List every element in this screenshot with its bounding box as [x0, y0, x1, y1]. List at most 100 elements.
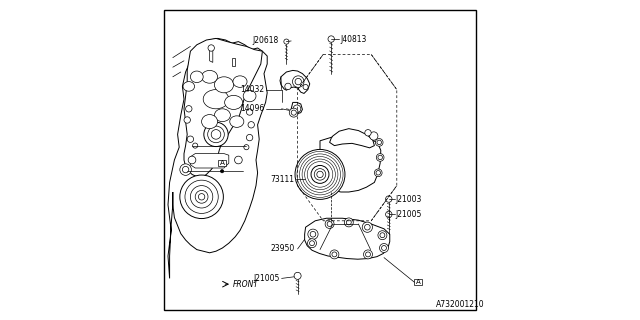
Polygon shape — [232, 58, 235, 66]
Circle shape — [325, 220, 334, 228]
Text: J40813: J40813 — [340, 35, 367, 44]
Circle shape — [378, 231, 387, 240]
Text: A732001210: A732001210 — [436, 300, 484, 309]
Ellipse shape — [225, 95, 243, 109]
Text: J21005: J21005 — [253, 274, 280, 283]
Circle shape — [220, 170, 224, 173]
Circle shape — [207, 126, 225, 143]
Text: 14032: 14032 — [240, 85, 264, 94]
Circle shape — [246, 134, 253, 141]
Circle shape — [208, 45, 214, 51]
Circle shape — [291, 110, 296, 115]
Circle shape — [346, 220, 351, 225]
Circle shape — [303, 84, 308, 90]
Circle shape — [182, 166, 189, 173]
Circle shape — [191, 186, 212, 208]
Circle shape — [293, 105, 301, 113]
Text: J20618: J20618 — [252, 36, 278, 45]
Circle shape — [308, 229, 318, 239]
Circle shape — [365, 252, 371, 257]
Text: A: A — [220, 160, 225, 166]
Circle shape — [185, 180, 218, 213]
Circle shape — [180, 164, 191, 175]
Circle shape — [365, 130, 371, 136]
Circle shape — [248, 122, 254, 128]
Bar — [415, 279, 422, 285]
Ellipse shape — [202, 70, 218, 83]
Ellipse shape — [230, 116, 244, 127]
Text: 23950: 23950 — [270, 244, 294, 253]
Circle shape — [285, 83, 291, 90]
Circle shape — [328, 36, 335, 42]
Circle shape — [380, 244, 388, 252]
Circle shape — [310, 231, 316, 237]
Polygon shape — [305, 218, 390, 259]
Polygon shape — [184, 38, 262, 178]
Circle shape — [314, 169, 326, 180]
Circle shape — [235, 156, 243, 164]
Circle shape — [330, 250, 339, 259]
Circle shape — [195, 190, 208, 203]
Polygon shape — [291, 102, 302, 114]
Text: J21005: J21005 — [396, 210, 422, 219]
Circle shape — [377, 140, 381, 145]
Ellipse shape — [183, 82, 195, 91]
Circle shape — [311, 165, 329, 183]
Ellipse shape — [191, 71, 204, 83]
Text: 14096: 14096 — [240, 104, 264, 113]
Circle shape — [184, 117, 191, 123]
Circle shape — [307, 162, 333, 187]
Circle shape — [381, 245, 387, 251]
Circle shape — [362, 222, 372, 232]
Circle shape — [305, 159, 335, 190]
Circle shape — [302, 156, 338, 192]
Circle shape — [376, 154, 384, 161]
Circle shape — [376, 139, 383, 146]
Circle shape — [198, 194, 205, 200]
Polygon shape — [191, 154, 229, 168]
Text: 73111: 73111 — [270, 175, 294, 184]
Ellipse shape — [214, 109, 230, 122]
Circle shape — [378, 155, 383, 160]
Polygon shape — [280, 70, 310, 93]
Circle shape — [385, 211, 392, 218]
Circle shape — [246, 109, 253, 115]
Circle shape — [307, 239, 317, 248]
Polygon shape — [330, 129, 374, 148]
Circle shape — [300, 154, 340, 195]
Circle shape — [327, 221, 332, 227]
Circle shape — [344, 218, 353, 227]
Ellipse shape — [204, 90, 229, 109]
Circle shape — [317, 171, 323, 178]
Circle shape — [211, 130, 221, 139]
Ellipse shape — [233, 76, 247, 87]
Circle shape — [332, 252, 337, 257]
Circle shape — [284, 39, 289, 44]
Polygon shape — [210, 50, 212, 62]
Circle shape — [374, 169, 382, 177]
Circle shape — [294, 272, 301, 279]
Text: FRONT: FRONT — [233, 280, 259, 289]
Circle shape — [376, 171, 380, 175]
Circle shape — [297, 151, 343, 197]
Circle shape — [193, 143, 198, 148]
Circle shape — [385, 196, 392, 202]
Circle shape — [380, 233, 385, 238]
Polygon shape — [168, 38, 268, 278]
Ellipse shape — [214, 77, 234, 93]
Ellipse shape — [202, 115, 218, 129]
Text: A: A — [416, 279, 420, 285]
Ellipse shape — [243, 90, 256, 102]
Bar — [218, 160, 226, 166]
Text: J21003: J21003 — [396, 195, 422, 204]
Polygon shape — [319, 134, 381, 192]
Circle shape — [310, 241, 314, 246]
Circle shape — [365, 224, 370, 230]
Circle shape — [364, 250, 372, 259]
Circle shape — [292, 76, 304, 87]
Circle shape — [188, 156, 196, 164]
Circle shape — [188, 136, 193, 142]
Circle shape — [244, 145, 249, 150]
Circle shape — [370, 132, 378, 140]
Circle shape — [180, 175, 223, 219]
